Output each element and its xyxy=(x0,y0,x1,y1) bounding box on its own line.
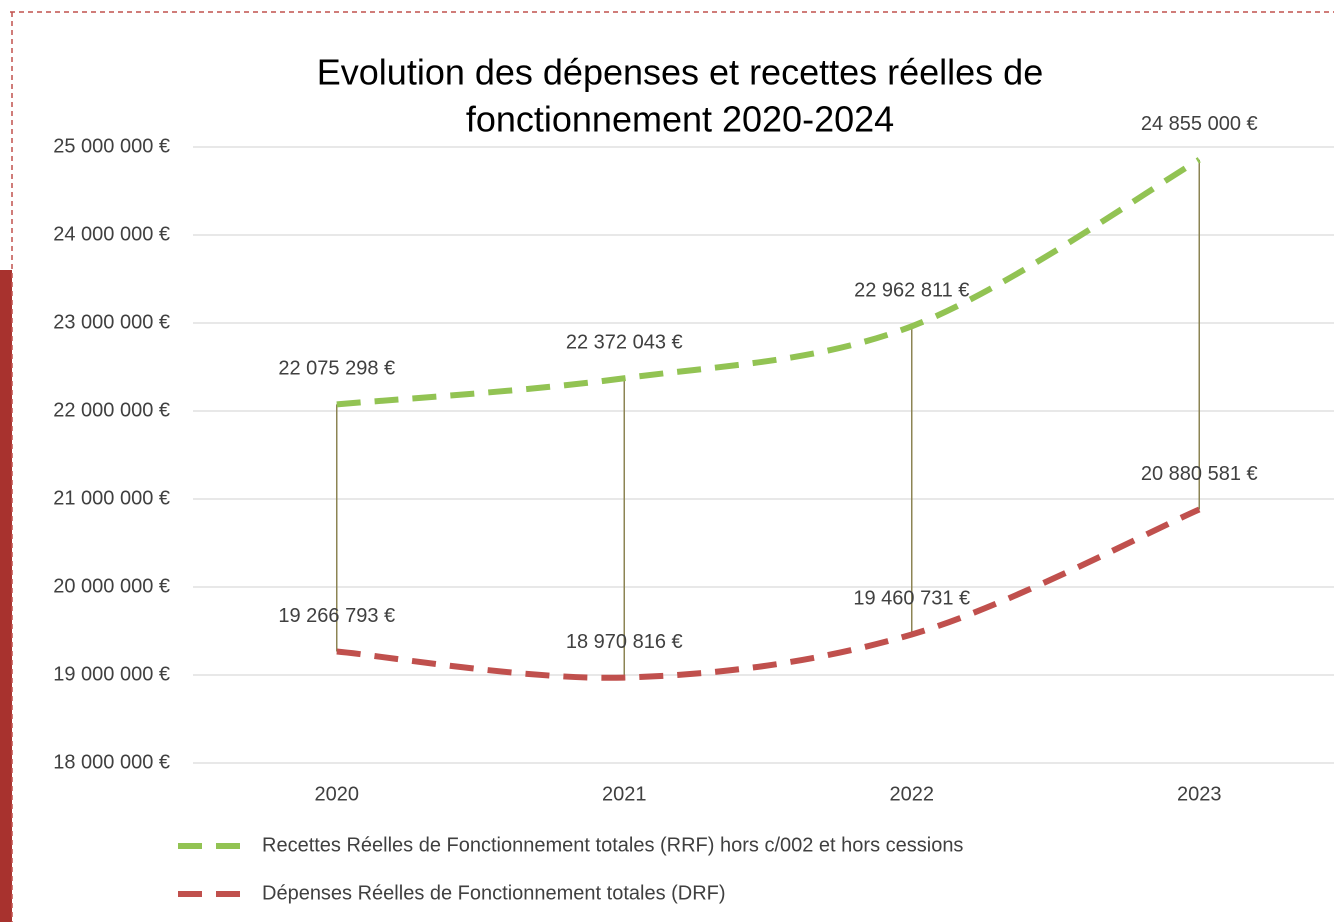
data-label: 22 372 043 € xyxy=(566,332,683,354)
y-tick-label: 22 000 000 € xyxy=(53,399,170,421)
data-label: 24 855 000 € xyxy=(1141,113,1258,135)
data-label: 22 075 298 € xyxy=(278,358,395,380)
x-tick-label: 2022 xyxy=(890,783,935,805)
data-label: 20 880 581 € xyxy=(1141,463,1258,485)
x-tick-label: 2020 xyxy=(315,783,360,805)
y-tick-label: 24 000 000 € xyxy=(53,223,170,245)
series-line xyxy=(336,506,1201,681)
data-label: 18 970 816 € xyxy=(566,631,683,653)
y-tick-label: 23 000 000 € xyxy=(53,311,170,333)
y-tick-label: 20 000 000 € xyxy=(53,575,170,597)
data-label: 22 962 811 € xyxy=(854,280,969,302)
series-line xyxy=(336,157,1201,408)
chart-title: Evolution des dépenses et recettes réell… xyxy=(317,52,1043,93)
legend-label: Dépenses Réelles de Fonctionnement total… xyxy=(262,882,726,904)
y-tick-label: 18 000 000 € xyxy=(53,751,170,773)
side-decoration xyxy=(0,270,12,922)
y-tick-label: 21 000 000 € xyxy=(53,487,170,509)
y-tick-label: 19 000 000 € xyxy=(53,663,170,685)
y-tick-label: 25 000 000 € xyxy=(53,135,170,157)
x-tick-label: 2021 xyxy=(602,783,647,805)
data-label: 19 460 731 € xyxy=(853,588,970,610)
legend-label: Recettes Réelles de Fonctionnement total… xyxy=(262,834,963,856)
x-tick-label: 2023 xyxy=(1177,783,1222,805)
data-label: 19 266 793 € xyxy=(278,605,395,627)
chart-title: fonctionnement 2020-2024 xyxy=(466,99,894,140)
